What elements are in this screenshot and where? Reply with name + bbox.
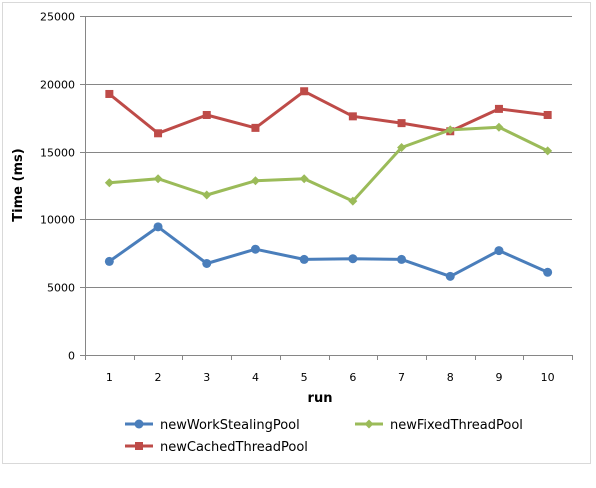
data-point-diamond (250, 176, 260, 186)
series-line (107, 125, 550, 203)
legend-label: newCachedThreadPool (160, 440, 308, 455)
x-tick-label: 3 (203, 371, 210, 384)
series-newFixedThreadPool (104, 122, 553, 206)
legend-label: newWorkStealingPool (160, 418, 300, 433)
data-point-square (202, 110, 211, 119)
chart-frame (2, 2, 591, 464)
y-axis-title: Time (ms) (11, 148, 26, 221)
x-tick-label: 7 (398, 371, 405, 384)
y-tick-labels: 0 5000 10000 15000 20000 25000 (40, 11, 75, 363)
x-tick-label: 4 (252, 371, 259, 384)
data-point-circle (299, 254, 309, 264)
legend-item: newCachedThreadPool (125, 440, 308, 455)
y-tick-label: 10000 (40, 214, 75, 227)
data-point-circle (104, 256, 114, 266)
data-point-square (300, 87, 309, 96)
data-point-circle (543, 267, 553, 277)
data-point-circle (348, 254, 358, 264)
y-tick-label: 20000 (40, 79, 75, 92)
x-tick-label: 8 (447, 371, 454, 384)
data-point-square (397, 119, 406, 128)
data-point-circle (445, 271, 455, 281)
data-point-square (154, 129, 163, 138)
data-point-square (543, 110, 552, 119)
series-line (107, 225, 550, 278)
x-axis-title: run (308, 391, 333, 406)
legend: newWorkStealingPool newFixedThreadPool new… (125, 418, 523, 455)
legend-item: newFixedThreadPool (355, 418, 523, 433)
data-point-diamond (445, 125, 455, 135)
y-tick-label: 15000 (40, 147, 75, 160)
data-point-circle (397, 254, 407, 264)
gridlines (80, 16, 573, 360)
data-point-diamond (153, 174, 163, 184)
legend-item: newWorkStealingPool (125, 418, 300, 433)
x-tick-label: 5 (301, 371, 308, 384)
data-point-circle (250, 244, 260, 254)
y-tick-label: 25000 (40, 11, 75, 24)
data-point-diamond (364, 419, 374, 429)
x-tick-label: 9 (495, 371, 502, 384)
data-point-square (494, 104, 503, 113)
y-tick-label: 0 (68, 350, 75, 363)
data-point-square (251, 123, 260, 132)
data-point-circle (494, 246, 504, 256)
data-point-diamond (202, 190, 212, 200)
x-tick-label: 1 (106, 371, 113, 384)
data-point-diamond (104, 178, 114, 188)
x-tick-labels: 1 2 3 4 5 6 7 8 9 10 (106, 371, 555, 384)
series-line (107, 89, 550, 135)
series-newWorkStealingPool (104, 222, 553, 281)
legend-label: newFixedThreadPool (390, 418, 523, 433)
data-point-diamond (543, 146, 553, 156)
data-point-diamond (397, 143, 407, 153)
data-point-square (105, 89, 114, 98)
x-tick-label: 10 (541, 371, 555, 384)
data-point-diamond (348, 196, 358, 206)
series-lines (104, 87, 553, 281)
data-point-circle (202, 258, 212, 268)
data-point-diamond (494, 122, 504, 132)
data-point-square (135, 442, 143, 450)
data-point-circle (134, 419, 144, 429)
x-tick-label: 2 (155, 371, 162, 384)
data-point-square (348, 112, 357, 121)
data-point-circle (153, 222, 163, 232)
data-point-diamond (299, 174, 309, 184)
series-newCachedThreadPool (105, 87, 552, 138)
y-tick-label: 5000 (47, 282, 75, 295)
x-tick-label: 6 (349, 371, 356, 384)
